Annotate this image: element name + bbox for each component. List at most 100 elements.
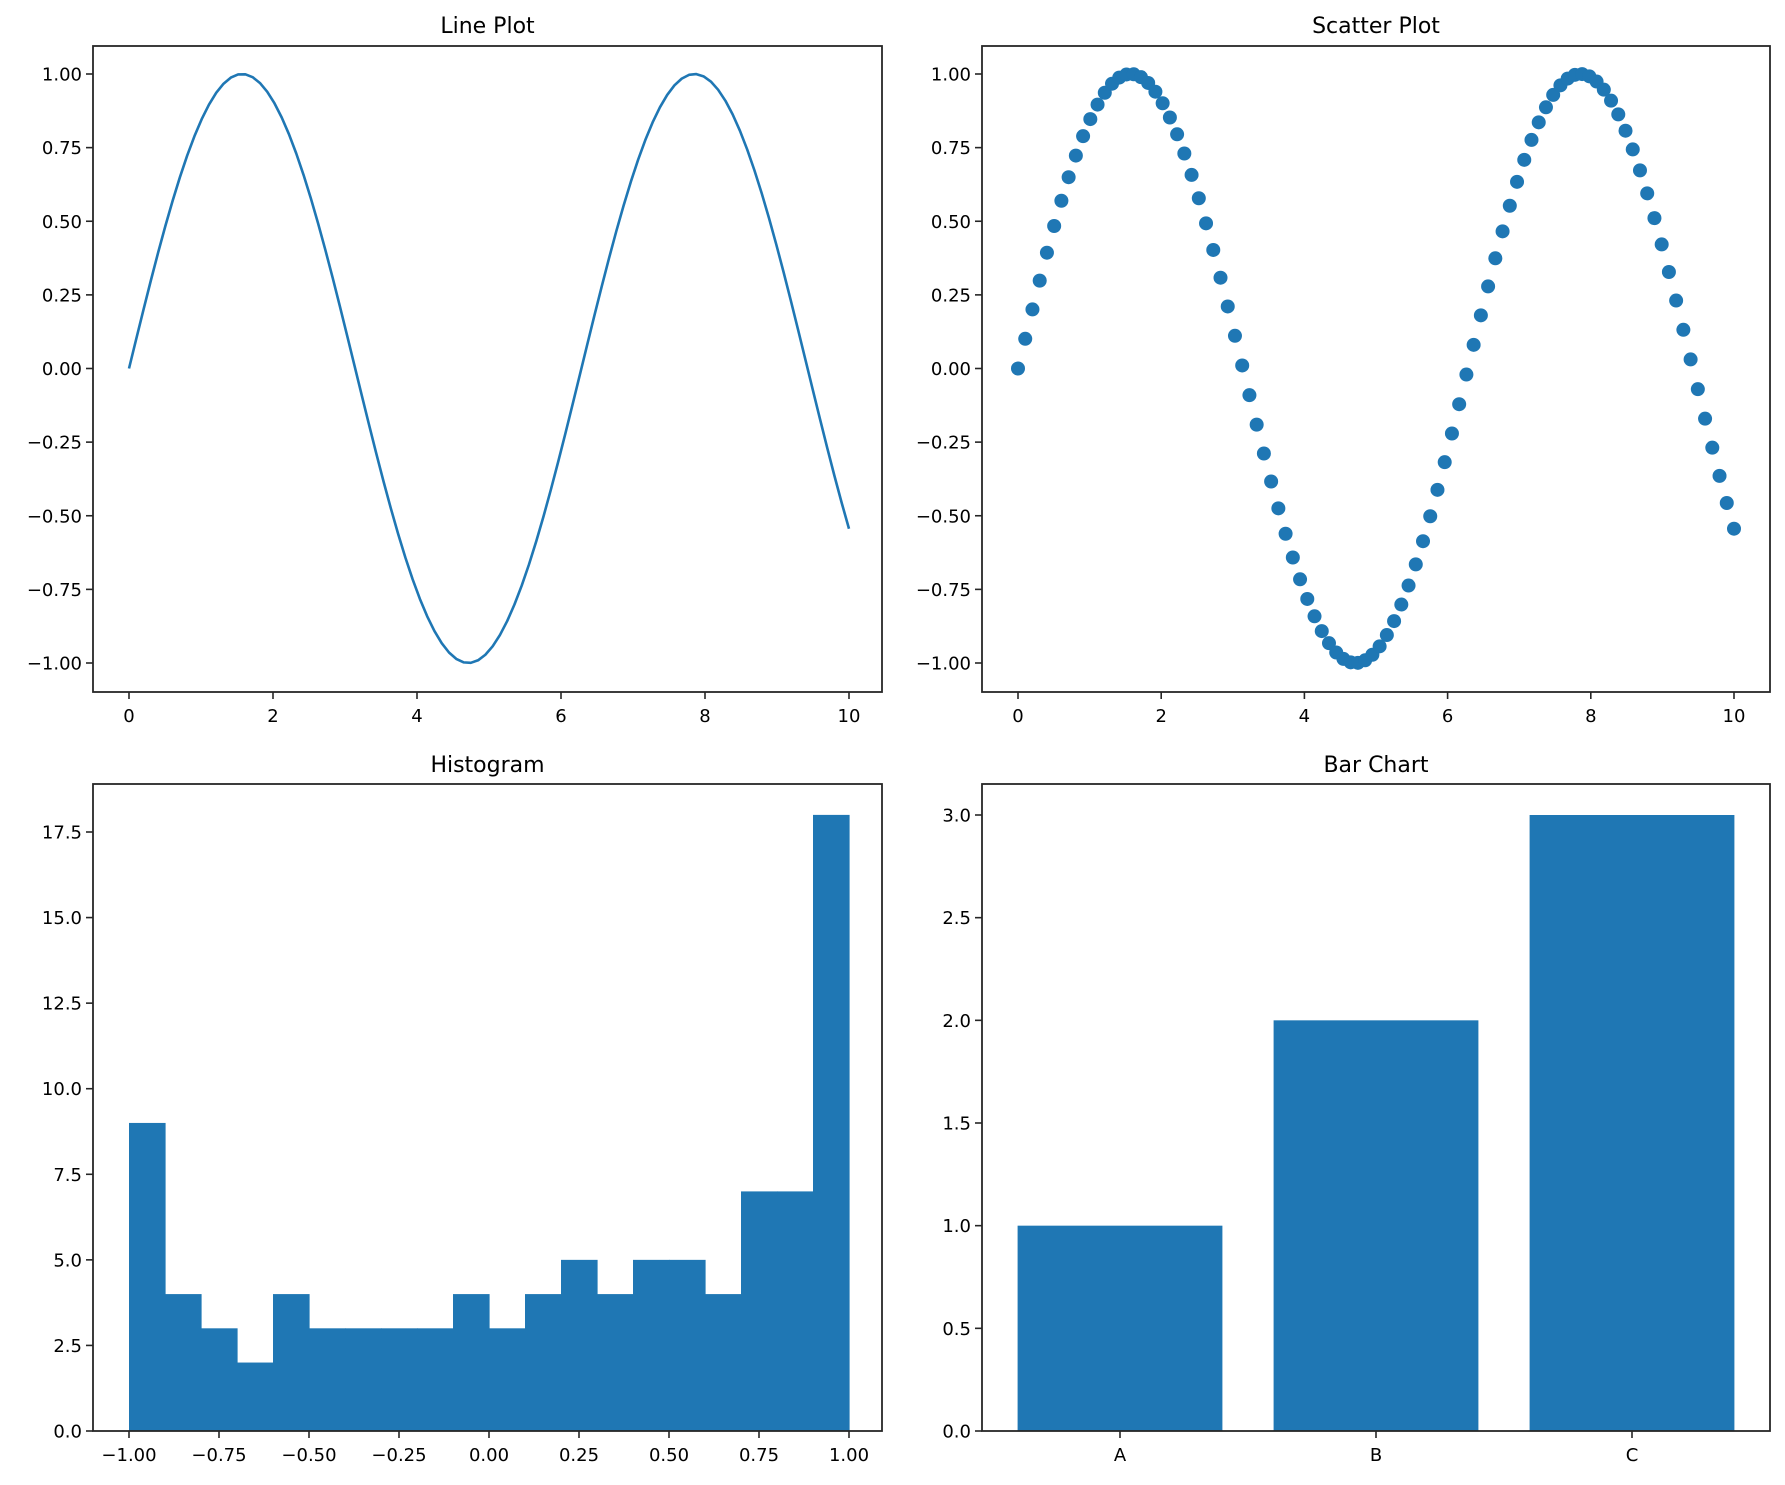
- scatter-plot-subplot: Scatter Plot −1.00 −0.75 −0.50 −0.25 0.00 0.2…: [916, 14, 1771, 728]
- scatter-point: [1401, 578, 1416, 593]
- histogram-bar: [561, 1259, 598, 1431]
- bar-A: [1017, 1225, 1223, 1431]
- histogram-bar: [525, 1294, 562, 1431]
- histogram-bar: [129, 1122, 166, 1431]
- x-tick-label: 6: [555, 706, 566, 727]
- scatter-point: [1517, 152, 1532, 167]
- scatter-point: [1459, 367, 1474, 382]
- bar-C: [1529, 815, 1735, 1431]
- histogram-bar: [741, 1191, 778, 1431]
- scatter-point: [1683, 352, 1698, 367]
- y-tick-label: 15.0: [42, 908, 82, 929]
- scatter-point: [1524, 132, 1539, 147]
- histogram-bar: [453, 1294, 490, 1431]
- scatter-point: [1307, 609, 1322, 624]
- line-plot-axes-frame: [92, 45, 883, 693]
- x-tick-label: 10: [1723, 706, 1746, 727]
- y-tick-label: 12.5: [42, 994, 82, 1015]
- scatter-point: [1698, 411, 1713, 426]
- x-tick-label: −0.50: [281, 1445, 336, 1466]
- y-tick-label: 2.5: [942, 908, 971, 929]
- y-tick-label: 0.75: [42, 138, 82, 159]
- line-plot-subplot: Line Plot −1.00 −0.75 −0.50 −0.25 0.00 0.25 0.…: [27, 14, 883, 728]
- scatter-point: [1213, 270, 1228, 285]
- scatter-point: [1061, 170, 1076, 185]
- scatter-point: [1654, 237, 1669, 252]
- scatter-point: [1690, 382, 1705, 397]
- scatter-point: [1727, 521, 1741, 536]
- scatter-point: [1162, 110, 1177, 125]
- scatter-point: [1669, 293, 1684, 308]
- scatter-point: [1452, 397, 1467, 412]
- histogram-bar: [813, 814, 850, 1431]
- x-tick-label: 0.00: [469, 1445, 509, 1466]
- x-tick-label: 0: [1012, 706, 1023, 727]
- scatter-plot-axes-ticks: −1.00 −0.75 −0.50 −0.25 0.00 0.25 0.50 0.75 1.00…: [916, 65, 1746, 728]
- x-tick-label: C: [1626, 1445, 1639, 1466]
- y-tick-label: 0.0: [53, 1422, 82, 1443]
- histogram-bar: [273, 1294, 310, 1431]
- scatter-point: [1394, 597, 1409, 612]
- scatter-point: [1466, 337, 1481, 352]
- scatter-point: [1090, 97, 1105, 112]
- y-tick-label: −0.25: [916, 433, 971, 454]
- scatter-point: [1256, 446, 1271, 461]
- histogram-bar: [381, 1328, 418, 1431]
- histogram-title: Histogram: [430, 753, 544, 778]
- histogram-axes-frame: [92, 783, 883, 1432]
- x-tick-label: −1.00: [101, 1445, 156, 1466]
- scatter-point: [1076, 129, 1091, 144]
- x-tick-label: 0.25: [559, 1445, 599, 1466]
- scatter-point: [1314, 624, 1329, 639]
- y-tick-label: 1.00: [931, 65, 971, 86]
- y-tick-label: 0.5: [942, 1319, 971, 1340]
- scatter-point: [1249, 417, 1264, 432]
- x-tick-label: 8: [1585, 706, 1596, 727]
- y-tick-label: 5.0: [53, 1250, 82, 1271]
- scatter-point: [1054, 193, 1069, 208]
- y-tick-label: 0.50: [42, 212, 82, 233]
- scatter-point: [1227, 328, 1242, 343]
- scatter-point: [1640, 186, 1655, 201]
- histogram-bar: [345, 1328, 382, 1431]
- bar-chart-subplot: Bar Chart 0.0 0.5 1.0 1.5 2.0 2.5 3.0 A B C: [942, 753, 1771, 1466]
- scatter-point: [1495, 224, 1510, 239]
- histogram-bar: [201, 1328, 238, 1431]
- scatter-point: [1712, 468, 1727, 483]
- y-tick-label: −0.75: [916, 580, 971, 601]
- scatter-point: [1661, 264, 1676, 279]
- x-tick-label: 0: [123, 706, 134, 727]
- line-plot-axes-ticks: −1.00 −0.75 −0.50 −0.25 0.00 0.25 0.50 0.75 1.00…: [27, 65, 861, 728]
- scatter-point: [1408, 557, 1423, 572]
- scatter-point: [1719, 495, 1734, 510]
- scatter-point: [1285, 550, 1300, 565]
- bar-B: [1273, 1020, 1479, 1431]
- scatter-point: [1039, 245, 1054, 260]
- y-tick-label: 0.75: [931, 138, 971, 159]
- scatter-plot-axes-frame: [981, 45, 1771, 693]
- histogram-bar: [309, 1328, 346, 1431]
- line-plot-title: Line Plot: [440, 14, 535, 39]
- scatter-point: [1632, 163, 1647, 178]
- y-tick-label: 17.5: [42, 823, 82, 844]
- scatter-point: [1083, 112, 1098, 127]
- scatter-point: [1705, 440, 1720, 455]
- x-tick-label: −0.75: [191, 1445, 246, 1466]
- scatter-point: [1032, 273, 1047, 288]
- x-tick-label: 1.00: [829, 1445, 869, 1466]
- scatter-point: [1372, 639, 1387, 654]
- scatter-point: [1177, 146, 1192, 161]
- scatter-point: [1510, 174, 1525, 189]
- y-tick-label: 0.25: [42, 285, 82, 306]
- scatter-point: [1604, 93, 1619, 108]
- histogram-bar: [597, 1294, 634, 1431]
- histogram-bar: [237, 1362, 274, 1431]
- scatter-point: [1264, 474, 1279, 489]
- x-tick-label: B: [1370, 1445, 1382, 1466]
- scatter-plot-title: Scatter Plot: [1312, 14, 1440, 39]
- x-tick-label: 6: [1442, 706, 1453, 727]
- scatter-point: [1625, 142, 1640, 157]
- histogram-bar: [777, 1191, 814, 1431]
- y-tick-label: 2.0: [942, 1011, 971, 1032]
- scatter-point: [1430, 482, 1445, 497]
